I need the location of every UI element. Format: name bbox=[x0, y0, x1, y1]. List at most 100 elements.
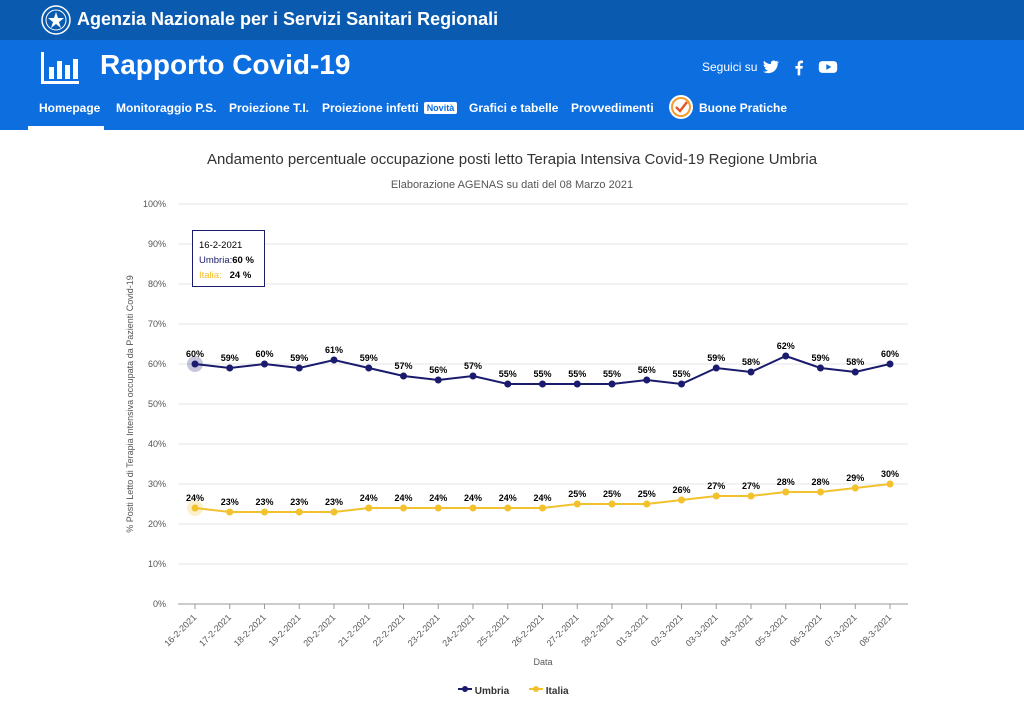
nav-monitoraggio[interactable]: Monitoraggio P.S. bbox=[116, 101, 217, 115]
data-point bbox=[434, 376, 442, 384]
tooltip-italia-label: Italia: bbox=[199, 270, 222, 281]
checkmark-badge-icon[interactable] bbox=[668, 94, 694, 120]
follow-label: Seguici su bbox=[702, 60, 758, 74]
y-tick-label: 0% bbox=[153, 599, 166, 609]
data-point bbox=[330, 356, 338, 364]
facebook-icon[interactable] bbox=[789, 57, 809, 77]
data-label: 24% bbox=[360, 493, 378, 503]
chart-subtitle: Elaborazione AGENAS su dati del 08 Marzo… bbox=[390, 179, 634, 191]
data-label: 23% bbox=[255, 497, 273, 507]
nav-active-indicator bbox=[28, 126, 104, 130]
data-point bbox=[539, 380, 546, 388]
data-point bbox=[851, 368, 859, 376]
data-label: 59% bbox=[360, 353, 378, 363]
data-label: 55% bbox=[533, 369, 551, 379]
legend-italia[interactable]: Italia bbox=[529, 685, 569, 697]
data-label: 30% bbox=[881, 469, 899, 479]
twitter-icon[interactable] bbox=[760, 57, 780, 77]
nav-grafici-tabelle[interactable]: Grafici e tabelle bbox=[469, 101, 559, 115]
main-nav: Homepage Monitoraggio P.S. Proiezione T.… bbox=[0, 90, 1024, 130]
data-label: 58% bbox=[846, 357, 864, 367]
x-tick-label: 04-3-2021 bbox=[718, 612, 754, 648]
data-label: 60% bbox=[186, 349, 204, 359]
data-point bbox=[261, 508, 268, 516]
nav-buone-pratiche[interactable]: Buone Pratiche bbox=[699, 101, 788, 115]
data-point bbox=[817, 364, 824, 372]
x-tick-label: 06-3-2021 bbox=[788, 612, 824, 648]
data-label: 60% bbox=[881, 349, 899, 359]
data-point bbox=[295, 364, 303, 372]
youtube-icon[interactable] bbox=[817, 57, 839, 77]
data-point bbox=[295, 508, 303, 516]
y-tick-label: 70% bbox=[148, 319, 166, 329]
data-point bbox=[539, 504, 546, 512]
app-title[interactable]: Rapporto Covid-19 bbox=[100, 49, 351, 80]
data-label: 24% bbox=[429, 493, 447, 503]
data-label: 25% bbox=[638, 489, 656, 499]
nav-proiezione-infetti[interactable]: Proiezione infetti Novità bbox=[322, 101, 458, 115]
x-tick-label: 28-2-2021 bbox=[579, 612, 615, 648]
x-tick-label: 18-2-2021 bbox=[232, 612, 268, 648]
data-point bbox=[817, 488, 824, 496]
data-point bbox=[365, 364, 373, 372]
data-label: 24% bbox=[186, 493, 204, 503]
agency-name[interactable]: Agenzia Nazionale per i Servizi Sanitari… bbox=[77, 9, 499, 29]
data-point bbox=[434, 504, 442, 512]
data-point bbox=[573, 500, 581, 508]
nav-homepage[interactable]: Homepage bbox=[39, 101, 101, 115]
y-tick-label: 50% bbox=[148, 399, 166, 409]
data-point bbox=[782, 352, 790, 360]
data-point bbox=[886, 360, 894, 368]
legend-italia-label: Italia bbox=[545, 686, 569, 697]
data-label: 55% bbox=[603, 369, 621, 379]
data-label: 25% bbox=[568, 489, 586, 499]
header: Rapporto Covid-19 Seguici su Homepage Mo… bbox=[0, 40, 1024, 130]
x-tick-label: 07-3-2021 bbox=[823, 612, 859, 648]
data-point bbox=[330, 508, 338, 516]
x-tick-label: 05-3-2021 bbox=[753, 612, 789, 648]
y-tick-label: 90% bbox=[148, 239, 166, 249]
data-point bbox=[608, 380, 616, 388]
tooltip-date: 16-2-2021 bbox=[199, 240, 243, 251]
x-tick-label: 08-3-2021 bbox=[857, 612, 893, 648]
data-label: 23% bbox=[325, 497, 343, 507]
data-point bbox=[191, 360, 199, 368]
x-tick-label: 26-2-2021 bbox=[510, 612, 546, 648]
x-tick-label: 17-2-2021 bbox=[197, 612, 233, 648]
data-point bbox=[504, 380, 512, 388]
data-point bbox=[643, 500, 651, 508]
data-point bbox=[886, 480, 894, 488]
data-label: 24% bbox=[533, 493, 551, 503]
data-point bbox=[678, 496, 685, 504]
data-point bbox=[851, 484, 859, 492]
data-point bbox=[400, 372, 407, 380]
nav-provvedimenti[interactable]: Provvedimenti bbox=[571, 101, 654, 115]
legend-umbria[interactable]: Umbria bbox=[458, 685, 509, 697]
y-tick-label: 60% bbox=[148, 359, 166, 369]
x-tick-label: 22-2-2021 bbox=[371, 612, 407, 648]
x-tick-label: 27-2-2021 bbox=[545, 612, 581, 648]
data-point bbox=[608, 500, 616, 508]
data-label: 61% bbox=[325, 345, 343, 355]
x-tick-label: 19-2-2021 bbox=[267, 612, 303, 648]
data-label: 26% bbox=[672, 485, 690, 495]
data-point bbox=[747, 492, 755, 500]
x-axis-title: Data bbox=[533, 657, 552, 667]
data-point bbox=[678, 380, 685, 388]
x-tick-label: 02-3-2021 bbox=[649, 612, 685, 648]
x-tick-label: 25-2-2021 bbox=[475, 612, 511, 648]
nav-proiezione-infetti-label: Proiezione infetti bbox=[322, 101, 419, 115]
data-label: 57% bbox=[464, 361, 482, 371]
data-label: 55% bbox=[672, 369, 690, 379]
data-point bbox=[573, 380, 581, 388]
data-point bbox=[469, 504, 477, 512]
data-label: 29% bbox=[846, 473, 864, 483]
data-label: 24% bbox=[464, 493, 482, 503]
y-axis-title: % Posti Letto di Terapia Intensiva occup… bbox=[125, 275, 135, 533]
data-label: 27% bbox=[707, 481, 725, 491]
nav-proiezione-ti[interactable]: Proiezione T.I. bbox=[229, 101, 310, 115]
data-point bbox=[400, 504, 407, 512]
data-point bbox=[643, 376, 651, 384]
x-tick-label: 23-2-2021 bbox=[406, 612, 442, 648]
